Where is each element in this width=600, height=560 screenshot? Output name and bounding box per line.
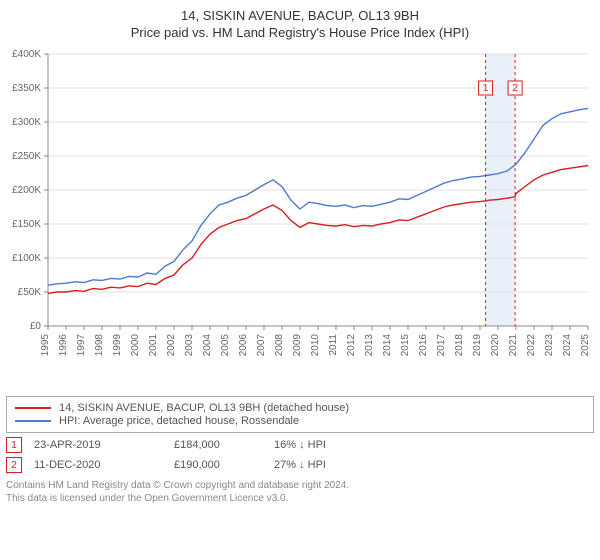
svg-text:2001: 2001: [148, 334, 159, 357]
svg-text:2020: 2020: [490, 334, 501, 357]
svg-text:£250K: £250K: [12, 151, 41, 162]
footer-attribution: Contains HM Land Registry data © Crown c…: [6, 479, 594, 505]
legend-label: 14, SISKIN AVENUE, BACUP, OL13 9BH (deta…: [59, 402, 349, 414]
marker-date: 11-DEC-2020: [34, 459, 174, 471]
svg-text:2003: 2003: [184, 334, 195, 357]
svg-text:2018: 2018: [454, 334, 465, 357]
marker-delta: 27% ↓ HPI: [274, 459, 394, 471]
chart-area: £0 £50K £100K £150K £200K £250K £300K £350K £400…: [0, 48, 600, 388]
svg-text:2023: 2023: [544, 334, 555, 357]
svg-text:2019: 2019: [472, 334, 483, 357]
marker-delta: 16% ↓ HPI: [274, 439, 394, 451]
legend-label: HPI: Average price, detached house, Ross…: [59, 415, 299, 427]
marker-row: 2 11-DEC-2020£190,00027% ↓ HPI: [6, 457, 594, 473]
svg-text:£50K: £50K: [18, 287, 42, 298]
marker-date: 23-APR-2019: [34, 439, 174, 451]
svg-text:£0: £0: [30, 321, 42, 332]
footer-line-2: This data is licensed under the Open Gov…: [6, 492, 594, 505]
svg-text:£150K: £150K: [12, 219, 41, 230]
svg-text:2010: 2010: [310, 334, 321, 357]
legend: 14, SISKIN AVENUE, BACUP, OL13 9BH (deta…: [6, 396, 594, 433]
svg-text:1999: 1999: [112, 334, 123, 357]
svg-text:2011: 2011: [328, 334, 339, 356]
legend-item: 14, SISKIN AVENUE, BACUP, OL13 9BH (deta…: [15, 402, 585, 414]
svg-text:2006: 2006: [238, 334, 249, 357]
chart-titles: 14, SISKIN AVENUE, BACUP, OL13 9BH Price…: [0, 0, 600, 40]
marker-badge: 2: [6, 457, 22, 473]
svg-text:2017: 2017: [436, 334, 447, 357]
svg-text:£100K: £100K: [12, 253, 41, 264]
svg-text:2008: 2008: [274, 334, 285, 357]
svg-text:2014: 2014: [382, 334, 393, 357]
legend-item: HPI: Average price, detached house, Ross…: [15, 415, 585, 427]
svg-text:2000: 2000: [130, 334, 141, 357]
title-address: 14, SISKIN AVENUE, BACUP, OL13 9BH: [0, 8, 600, 23]
marker-price: £184,000: [174, 439, 274, 451]
svg-text:1998: 1998: [94, 334, 105, 357]
line-chart-svg: £0 £50K £100K £150K £200K £250K £300K £350K £400…: [0, 48, 600, 388]
svg-text:2022: 2022: [526, 334, 537, 357]
svg-text:2015: 2015: [400, 334, 411, 357]
svg-text:2025: 2025: [580, 334, 591, 357]
svg-text:£300K: £300K: [12, 117, 41, 128]
svg-text:2007: 2007: [256, 334, 267, 357]
svg-text:2005: 2005: [220, 334, 231, 357]
svg-text:1996: 1996: [58, 334, 69, 357]
legend-swatch: [15, 407, 51, 409]
markers-table: 1 23-APR-2019£184,00016% ↓ HPI 2 11-DEC-202…: [6, 437, 594, 473]
svg-text:£400K: £400K: [12, 49, 41, 60]
svg-text:2024: 2024: [562, 334, 573, 357]
svg-text:2013: 2013: [364, 334, 375, 357]
svg-text:2: 2: [512, 83, 518, 94]
svg-text:2016: 2016: [418, 334, 429, 357]
svg-text:1: 1: [483, 83, 489, 94]
marker-badge: 1: [6, 437, 22, 453]
svg-text:2021: 2021: [508, 334, 519, 357]
svg-text:1997: 1997: [76, 334, 87, 357]
title-subtitle: Price paid vs. HM Land Registry's House …: [0, 25, 600, 40]
marker-price: £190,000: [174, 459, 274, 471]
svg-text:£350K: £350K: [12, 83, 41, 94]
footer-line-1: Contains HM Land Registry data © Crown c…: [6, 479, 594, 492]
svg-text:2004: 2004: [202, 334, 213, 357]
svg-text:£200K: £200K: [12, 185, 41, 196]
marker-row: 1 23-APR-2019£184,00016% ↓ HPI: [6, 437, 594, 453]
svg-text:2002: 2002: [166, 334, 177, 357]
svg-text:1995: 1995: [40, 334, 51, 357]
svg-text:2009: 2009: [292, 334, 303, 357]
svg-text:2012: 2012: [346, 334, 357, 357]
legend-swatch: [15, 420, 51, 422]
